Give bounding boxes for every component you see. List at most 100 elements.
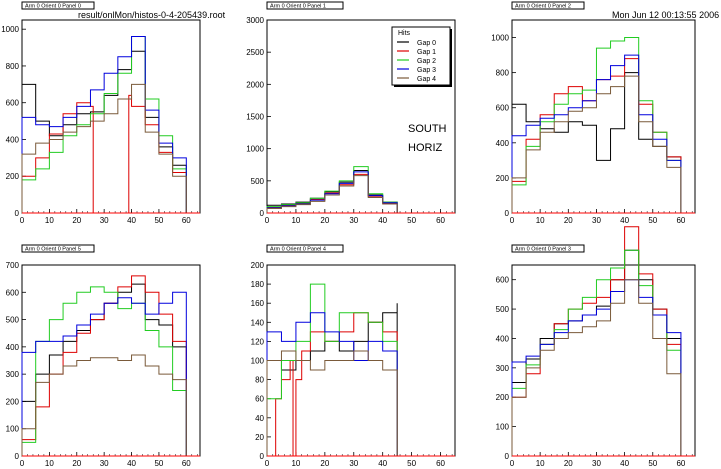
x-tick-label: 10 — [45, 459, 54, 468]
x-tick-label: 60 — [182, 459, 191, 468]
y-tick-label: 200 — [6, 397, 20, 406]
y-tick-label: 3000 — [246, 16, 264, 25]
panel-title: Arm 0 Orient 0 Panel 2 — [515, 4, 571, 10]
panel-annotation: HORIZ — [408, 142, 443, 154]
x-tick-label: 30 — [100, 216, 109, 225]
plot-frame — [21, 264, 201, 457]
x-tick-label: 30 — [592, 216, 601, 225]
y-tick-label: 120 — [251, 337, 265, 346]
x-tick-label: 0 — [510, 459, 515, 468]
series-line — [511, 75, 682, 213]
x-tick-label: 50 — [154, 216, 163, 225]
y-tick-label: 300 — [6, 370, 20, 379]
y-tick-label: 200 — [496, 174, 510, 183]
y-tick-label: 500 — [251, 177, 265, 186]
panel-title-box — [511, 244, 585, 253]
x-tick-label: 40 — [620, 459, 629, 468]
x-tick-label: 30 — [100, 459, 109, 468]
x-tick-label: 40 — [127, 459, 136, 468]
legend-box — [391, 26, 451, 86]
y-tick-label: 0 — [505, 209, 510, 218]
y-tick-label: 40 — [255, 414, 264, 423]
histogram-panel: Arm 0 Orient 0 Panel 5010020030040050060… — [6, 244, 201, 468]
y-tick-label: 400 — [6, 343, 20, 352]
y-tick-label: 1000 — [246, 145, 264, 154]
y-tick-label: 1500 — [246, 113, 264, 122]
x-tick-label: 50 — [407, 459, 416, 468]
series-line — [266, 175, 398, 213]
panel-title-box — [266, 1, 344, 10]
y-tick-label: 0 — [505, 452, 510, 461]
x-tick-label: 0 — [510, 216, 515, 225]
x-tick-label: 20 — [72, 459, 81, 468]
series-line — [267, 312, 398, 457]
x-tick-label: 60 — [676, 459, 685, 468]
series-line — [21, 83, 187, 213]
y-tick-label: 60 — [255, 395, 264, 404]
y-tick-label: 1000 — [1, 25, 19, 34]
x-tick-label: 10 — [45, 216, 54, 225]
x-tick-label: 40 — [378, 459, 387, 468]
y-tick-label: 500 — [496, 305, 510, 314]
series-line — [21, 354, 187, 456]
series-line — [21, 286, 187, 456]
plot-frame — [511, 19, 696, 214]
legend: Hits Gap 0 Gap 1 Gap 2 Gap 3 Gap 4 — [391, 26, 452, 87]
x-tick-label: 20 — [320, 216, 329, 225]
y-tick-label: 2000 — [246, 80, 264, 89]
y-tick-label: 200 — [496, 393, 510, 402]
legend-entry: Gap 1 — [417, 49, 436, 56]
x-tick-label: 0 — [20, 459, 25, 468]
panel-title-box — [266, 244, 344, 253]
legend-entry: Gap 2 — [417, 58, 436, 65]
x-tick-label: 30 — [349, 216, 358, 225]
x-tick-label: 60 — [436, 459, 445, 468]
histogram-panel: Arm 0 Orient 0 Panel 4020406080100120140… — [251, 244, 456, 468]
x-tick-label: 50 — [648, 459, 657, 468]
y-tick-label: 400 — [6, 135, 20, 144]
datetime-header: Mon Jun 12 00:13:55 2006 — [612, 10, 720, 20]
y-tick-label: 1000 — [491, 34, 509, 43]
y-tick-label: 600 — [6, 288, 20, 297]
panel-title: Arm 0 Orient 0 Panel 5 — [25, 247, 81, 253]
x-tick-label: 10 — [291, 459, 300, 468]
x-tick-label: 30 — [349, 459, 358, 468]
y-tick-label: 180 — [251, 280, 265, 289]
panel-title: Arm 0 Orient 0 Panel 3 — [515, 247, 571, 253]
y-tick-label: 600 — [496, 104, 510, 113]
y-tick-label: 0 — [260, 452, 265, 461]
x-tick-label: 0 — [265, 459, 270, 468]
series-line — [266, 283, 398, 456]
x-tick-label: 40 — [378, 216, 387, 225]
y-tick-label: 100 — [496, 423, 510, 432]
histogram-panel: Arm 0 Orient 0 Panel 2 0 200 400 600 800 1000 0… — [491, 1, 696, 225]
y-tick-label: 80 — [255, 376, 264, 385]
x-tick-label: 10 — [536, 216, 545, 225]
y-tick-label: 500 — [6, 316, 20, 325]
y-tick-label: 800 — [6, 62, 20, 71]
y-tick-label: 0 — [15, 209, 20, 218]
x-tick-label: 20 — [72, 216, 81, 225]
x-tick-label: 40 — [127, 216, 136, 225]
y-tick-label: 600 — [6, 99, 20, 108]
y-tick-label: 200 — [6, 172, 20, 181]
y-tick-label: 300 — [496, 364, 510, 373]
x-tick-label: 50 — [154, 459, 163, 468]
x-tick-label: 0 — [20, 216, 25, 225]
series-line — [266, 350, 398, 456]
x-tick-label: 10 — [536, 459, 545, 468]
series-line — [511, 279, 682, 456]
histogram-panel: Arm 0 Orient 0 Panel 0 0 200 400 600 800 1000 0… — [1, 1, 201, 225]
histogram-panel: Arm 0 Orient 0 Panel 1050010001500200025… — [246, 1, 456, 225]
series-line — [511, 226, 682, 456]
y-tick-label: 700 — [6, 261, 20, 270]
series-line — [21, 291, 187, 456]
histogram-panel: Arm 0 Orient 0 Panel 3010020030040050060… — [496, 226, 696, 468]
y-tick-label: 20 — [255, 433, 264, 442]
y-tick-label: 200 — [251, 261, 265, 270]
y-tick-label: 800 — [496, 69, 510, 78]
y-tick-label: 400 — [496, 139, 510, 148]
panel-title-box — [21, 244, 95, 253]
y-tick-label: 160 — [251, 299, 265, 308]
